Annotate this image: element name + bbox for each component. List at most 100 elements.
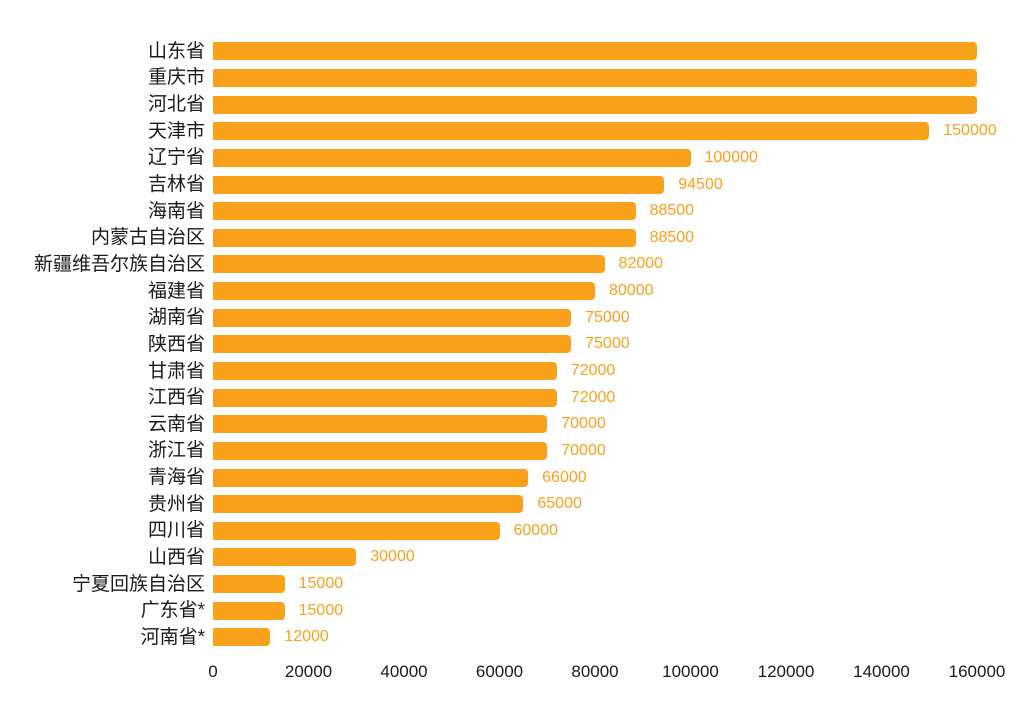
value-label: 72000 — [570, 362, 616, 379]
value-label: 88500 — [649, 228, 695, 246]
value-label: 100000 — [704, 148, 758, 166]
bar-row: 四川省 60000 — [0, 518, 1013, 545]
value-label: 88500 — [649, 202, 695, 220]
category-label: 辽宁省 — [147, 147, 205, 169]
value-label: 82000 — [618, 255, 664, 273]
bar — [213, 628, 271, 647]
value-label: 30000 — [370, 548, 415, 566]
bar — [213, 175, 665, 194]
bar — [213, 255, 605, 274]
bar-row: 河北省 — [0, 91, 1013, 118]
bar — [213, 362, 557, 380]
category-label: 河南省* — [140, 626, 205, 648]
bar — [213, 468, 529, 487]
value-label: 15000 — [298, 601, 344, 619]
bar — [213, 415, 548, 434]
bar-row: 山东省 — [0, 38, 1013, 65]
bar-row: 重庆市 — [0, 65, 1013, 92]
category-label: 福建省 — [147, 280, 205, 302]
category-label: 吉林省 — [147, 174, 205, 196]
category-label: 甘肃省 — [147, 360, 205, 382]
bar-row: 山西省 30000 — [0, 544, 1013, 571]
x-axis-tick-label: 120000 — [757, 662, 815, 681]
x-axis-tick-label: 0 — [208, 662, 218, 681]
bar-row: 青海省 66000 — [0, 464, 1013, 491]
bar — [213, 575, 285, 594]
x-axis-tick-label: 160000 — [948, 662, 1006, 681]
category-label: 山西省 — [147, 546, 205, 568]
bar-row: 内蒙古自治区 88500 — [0, 224, 1013, 251]
category-label: 青海省 — [147, 467, 205, 489]
value-label: 72000 — [570, 388, 616, 406]
bar — [213, 68, 977, 87]
category-label: 新疆维吾尔族自治区 — [33, 253, 205, 275]
x-axis-tick-label: 40000 — [380, 662, 428, 681]
bar — [213, 148, 691, 167]
value-label: 60000 — [513, 521, 559, 539]
bar — [213, 122, 930, 141]
bar-row: 浙江省 70000 — [0, 438, 1013, 465]
x-axis-tick-label: 20000 — [284, 662, 333, 681]
value-label: 80000 — [609, 282, 654, 300]
category-label: 内蒙古自治区 — [90, 227, 205, 249]
category-label: 陕西省 — [147, 333, 205, 355]
bar-row: 湖南省 75000 — [0, 304, 1013, 331]
category-label: 河北省 — [147, 94, 205, 116]
value-label: 94500 — [678, 175, 723, 193]
category-label: 宁夏回族自治区 — [71, 573, 205, 595]
x-axis-tick-label: 100000 — [662, 662, 719, 681]
bar — [213, 335, 572, 354]
category-label: 海南省 — [147, 200, 205, 222]
plot-area: 山东省重庆市河北省天津市 150000 辽宁省 100000 吉林省 94500 海南省 88… — [0, 38, 1013, 651]
category-label: 江西省 — [147, 387, 205, 409]
bar-row: 云南省 70000 — [0, 411, 1013, 438]
bar-row: 辽宁省 100000 — [0, 145, 1013, 172]
x-axis-tick-label: 140000 — [853, 662, 910, 681]
bar — [213, 228, 636, 247]
value-label: 12000 — [284, 628, 329, 646]
bar-row: 甘肃省 72000 — [0, 358, 1013, 385]
bar-row: 吉林省 94500 — [0, 171, 1013, 198]
bar — [213, 441, 548, 460]
value-label: 75000 — [585, 308, 630, 326]
value-label: 66000 — [542, 468, 587, 486]
category-label: 浙江省 — [147, 440, 205, 462]
bar-row: 广东省* 15000 — [0, 597, 1013, 624]
category-label: 贵州省 — [147, 493, 205, 515]
x-axis-tick-label: 80000 — [571, 662, 619, 681]
category-label: 湖南省 — [147, 307, 205, 329]
x-axis: 0 20000 40000 60000 80000 100000 120000 140000 1… — [208, 662, 1005, 688]
bar — [213, 42, 977, 61]
bar — [213, 521, 500, 540]
value-label: 150000 — [943, 122, 997, 140]
category-label: 山东省 — [147, 40, 205, 62]
bar-row: 新疆维吾尔族自治区 82000 — [0, 251, 1013, 278]
category-label: 天津市 — [147, 120, 205, 142]
category-label: 广东省* — [140, 600, 205, 622]
bar — [213, 495, 524, 514]
x-axis-tick-label: 60000 — [475, 662, 524, 681]
bar — [213, 95, 977, 114]
value-label: 65000 — [537, 495, 582, 513]
bar-row: 天津市 150000 — [0, 118, 1013, 145]
bar-row: 河南省* 12000 — [0, 624, 1013, 651]
bar-row: 海南省 88500 — [0, 198, 1013, 225]
bar — [213, 388, 557, 407]
value-label: 15000 — [298, 575, 344, 593]
bar — [213, 601, 285, 620]
category-label: 四川省 — [147, 520, 205, 542]
value-label: 75000 — [585, 335, 630, 353]
value-label: 70000 — [561, 415, 606, 433]
bar — [213, 202, 636, 221]
bar-row: 贵州省 65000 — [0, 491, 1013, 518]
category-label: 云南省 — [147, 413, 205, 435]
bar-row: 福建省 80000 — [0, 278, 1013, 305]
bar — [213, 308, 572, 327]
bar — [213, 282, 595, 301]
value-label: 70000 — [561, 441, 606, 459]
bar-row: 宁夏回族自治区 15000 — [0, 571, 1013, 598]
bar — [213, 548, 357, 567]
category-label: 重庆市 — [147, 67, 205, 89]
bar-row: 陕西省 75000 — [0, 331, 1013, 358]
